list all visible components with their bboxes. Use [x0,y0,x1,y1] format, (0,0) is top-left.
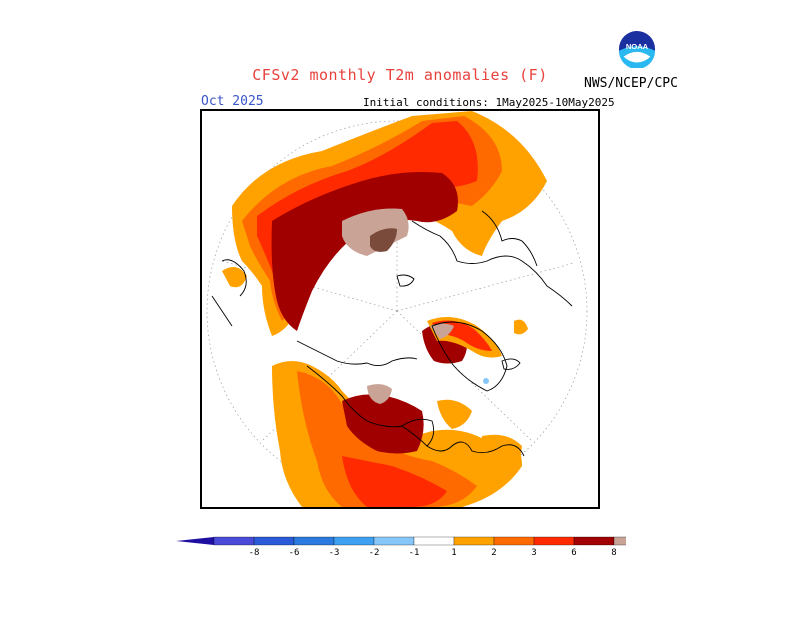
legend-bin-pos8 [613,536,626,546]
chart-title: CFSv2 monthly T2m anomalies (F) [252,66,548,84]
anomaly-6f-eurasia [271,172,458,331]
legend-tick-labels: -8 -6 -3 -2 -1 1 2 3 6 8 [249,548,617,558]
legend-bin-neg3 [293,536,335,546]
coastline-greenland [431,321,508,392]
noaa-logo: NOAA [618,30,656,68]
agency-label: NWS/NCEP/CPC [584,76,678,91]
eurasia-anomaly-region [232,111,547,336]
legend-tick-label: 2 [491,548,496,558]
anomaly-1f-hudson-east [437,399,472,429]
legend-bin-neg1 [373,536,415,546]
legend-bin-pos1 [453,536,495,546]
coastline-iceland [501,358,521,370]
anomaly-1f-atlantic [480,434,522,481]
legend-tick-label: 3 [531,548,536,558]
anomaly-neg1-point [483,378,489,384]
legend-tick-label: 1 [451,548,456,558]
polar-stereographic-map [206,111,588,507]
anomaly-2f-north-america [297,371,477,507]
anomaly-1f-small-east [514,319,528,335]
coastline-siberia [296,340,418,366]
forecast-month-label: Oct 2025 [201,94,264,109]
legend-tick-label: -2 [369,548,380,558]
coastlines [211,210,573,457]
legend-bin-pos2 [493,536,535,546]
legend-tick-label: -6 [289,548,300,558]
anomaly-1f-small-west [222,267,247,288]
coastline-svalbard [396,274,415,287]
legend-bin-pos6 [573,536,615,546]
coastline-hudson-bay [401,418,435,447]
legend-tick-label: 6 [571,548,576,558]
anomaly-8f-greenland-rim [430,323,454,339]
legend-bin-pos3 [533,536,575,546]
anomaly-3f-north-america [342,456,447,507]
coastline-europe [411,220,573,307]
greenland-anomaly-region [427,317,528,358]
anomaly-max-eurasia [370,228,397,252]
initial-conditions-label: Initial conditions: 1May2025-10May2025 [363,96,615,109]
legend-bin-neg8 [213,536,255,546]
legend-tick-label: -1 [409,548,420,558]
legend-arrow-low [176,537,214,545]
legend-tick-label: 8 [611,548,616,558]
coastline-asia-pacific [211,259,247,327]
legend-bin-neutral [413,536,455,546]
polar-map-frame [200,109,600,509]
color-scale-legend: -8 -6 -3 -2 -1 1 2 3 6 8 [176,536,626,558]
legend-bin-neg6 [253,536,295,546]
noaa-logo-text: NOAA [626,42,649,51]
anomaly-6f-canada [342,394,424,454]
anomaly-8f-arctic-island [367,384,392,404]
anomaly-8f-eurasia [342,208,409,256]
legend-bin-neg2 [333,536,375,546]
coastline-scandinavia [481,210,538,267]
legend-tick-label: -8 [249,548,260,558]
north-america-anomaly-region [272,322,522,507]
anomaly-3f-eurasia [257,121,478,316]
legend-tick-label: -3 [329,548,340,558]
